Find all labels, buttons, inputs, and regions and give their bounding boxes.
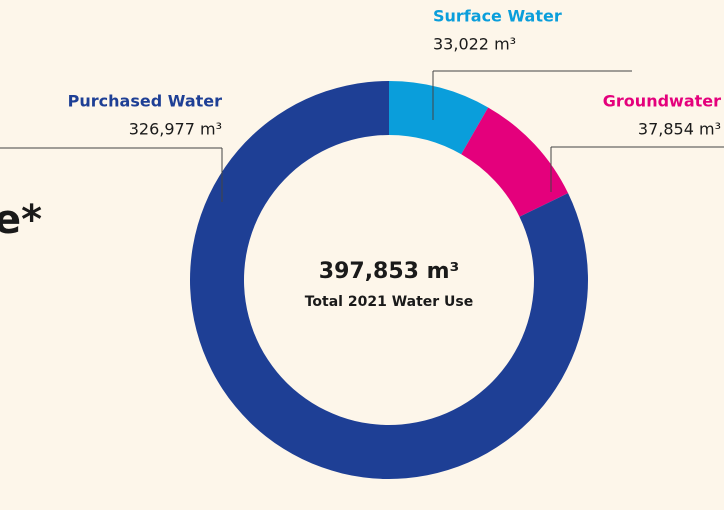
total-label: 397,853 m³ — [319, 259, 459, 284]
donut-segment — [389, 81, 489, 155]
donut-segment — [461, 107, 569, 217]
data-label: 37,854 m³ — [638, 120, 721, 139]
legend-label: Surface Water — [433, 7, 562, 26]
chart-title: e* — [0, 197, 42, 243]
data-label: 33,022 m³ — [433, 35, 516, 54]
legend-label: Groundwater — [603, 92, 721, 111]
legend-label: Purchased Water — [68, 92, 222, 111]
data-label: 326,977 m³ — [129, 120, 222, 139]
total-caption: Total 2021 Water Use — [305, 294, 474, 310]
